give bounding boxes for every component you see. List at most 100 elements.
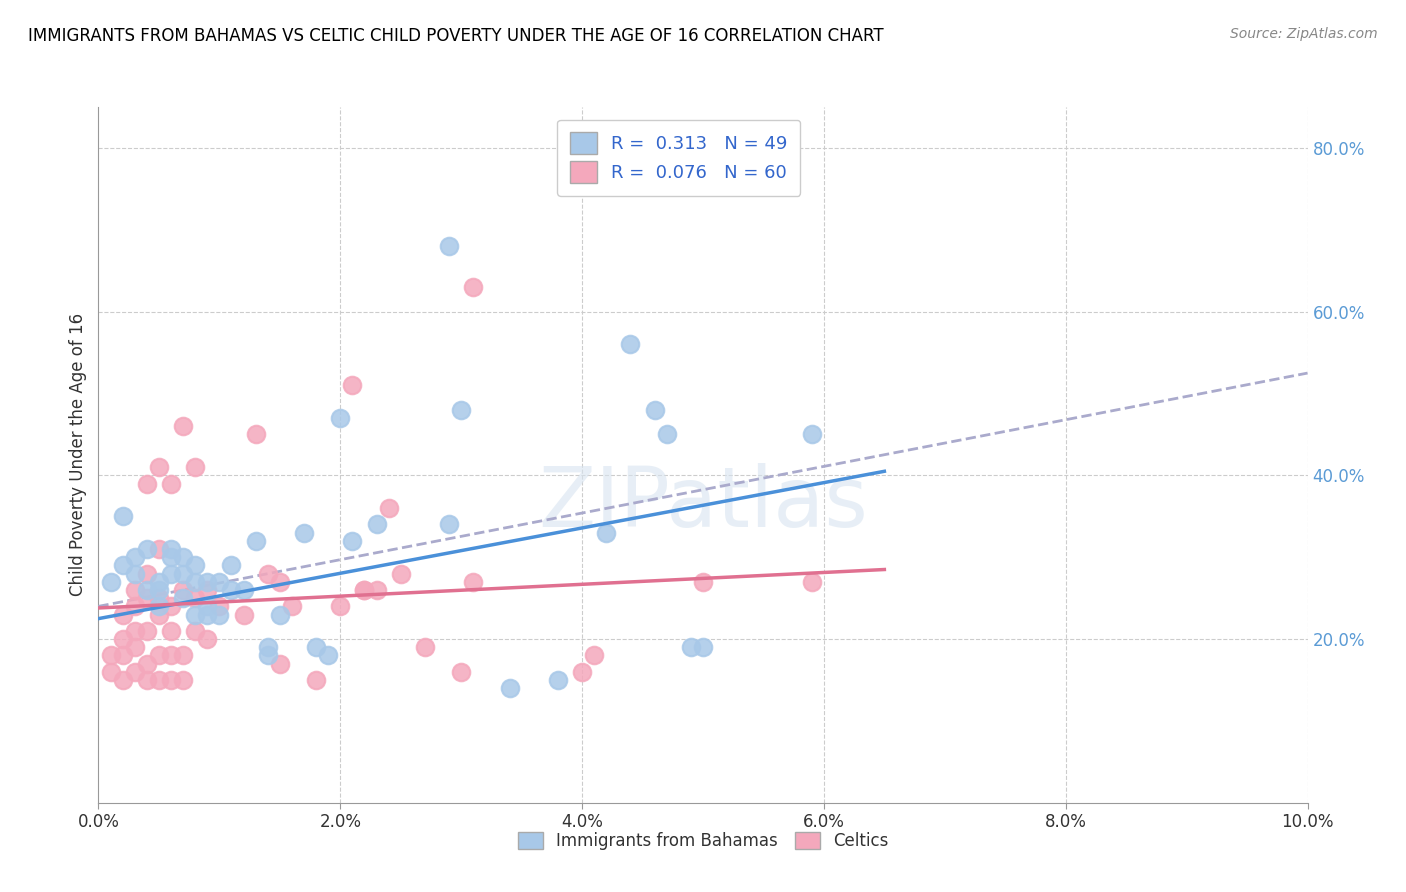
Point — [366, 517, 388, 532]
Point — [135, 476, 157, 491]
Point — [160, 648, 183, 663]
Point — [124, 550, 146, 565]
Point — [135, 657, 157, 671]
Point — [135, 566, 157, 581]
Point — [160, 550, 183, 565]
Point — [124, 640, 146, 655]
Point — [221, 582, 243, 597]
Point — [172, 582, 194, 597]
Point — [184, 558, 207, 573]
Point — [172, 419, 194, 434]
Y-axis label: Child Poverty Under the Age of 16: Child Poverty Under the Age of 16 — [69, 313, 87, 597]
Point — [342, 533, 364, 548]
Point — [305, 673, 328, 687]
Point — [800, 574, 823, 589]
Point — [148, 648, 170, 663]
Point — [221, 558, 243, 573]
Text: Source: ZipAtlas.com: Source: ZipAtlas.com — [1230, 27, 1378, 41]
Point — [124, 599, 146, 614]
Point — [256, 566, 278, 581]
Point — [281, 599, 304, 614]
Point — [692, 640, 714, 655]
Point — [463, 574, 485, 589]
Point — [619, 337, 641, 351]
Point — [100, 665, 122, 679]
Point — [184, 591, 207, 606]
Point — [172, 648, 194, 663]
Point — [463, 280, 485, 294]
Point — [583, 648, 606, 663]
Point — [100, 574, 122, 589]
Point — [329, 599, 352, 614]
Point — [644, 403, 666, 417]
Point — [316, 648, 339, 663]
Point — [111, 632, 134, 646]
Point — [172, 591, 194, 606]
Point — [195, 607, 218, 622]
Point — [184, 607, 207, 622]
Point — [160, 599, 183, 614]
Point — [655, 427, 678, 442]
Point — [135, 542, 157, 557]
Point — [342, 378, 364, 392]
Point — [232, 607, 254, 622]
Point — [195, 599, 218, 614]
Point — [256, 648, 278, 663]
Point — [148, 607, 170, 622]
Point — [124, 582, 146, 597]
Point — [111, 509, 134, 524]
Point — [135, 591, 157, 606]
Point — [413, 640, 436, 655]
Point — [184, 574, 207, 589]
Point — [172, 566, 194, 581]
Point — [148, 574, 170, 589]
Point — [571, 665, 593, 679]
Point — [232, 582, 254, 597]
Point — [184, 460, 207, 475]
Point — [124, 665, 146, 679]
Point — [148, 542, 170, 557]
Point — [269, 607, 291, 622]
Point — [148, 673, 170, 687]
Point — [450, 665, 472, 679]
Point — [437, 517, 460, 532]
Point — [100, 648, 122, 663]
Point — [148, 591, 170, 606]
Point — [692, 574, 714, 589]
Point — [377, 501, 399, 516]
Point — [111, 607, 134, 622]
Point — [148, 460, 170, 475]
Point — [366, 582, 388, 597]
Text: ZIPatlas: ZIPatlas — [538, 463, 868, 544]
Point — [679, 640, 702, 655]
Point — [172, 673, 194, 687]
Text: IMMIGRANTS FROM BAHAMAS VS CELTIC CHILD POVERTY UNDER THE AGE OF 16 CORRELATION : IMMIGRANTS FROM BAHAMAS VS CELTIC CHILD … — [28, 27, 884, 45]
Point — [292, 525, 315, 540]
Point — [353, 582, 375, 597]
Point — [245, 533, 267, 548]
Point — [245, 427, 267, 442]
Point — [111, 558, 134, 573]
Point — [148, 599, 170, 614]
Point — [389, 566, 412, 581]
Point — [353, 582, 375, 597]
Point — [148, 582, 170, 597]
Point — [135, 582, 157, 597]
Point — [208, 574, 231, 589]
Point — [111, 673, 134, 687]
Point — [547, 673, 569, 687]
Point — [329, 411, 352, 425]
Point — [172, 550, 194, 565]
Point — [111, 648, 134, 663]
Point — [124, 624, 146, 638]
Point — [160, 542, 183, 557]
Point — [498, 681, 520, 696]
Point — [450, 403, 472, 417]
Point — [184, 624, 207, 638]
Point — [800, 427, 823, 442]
Point — [595, 525, 617, 540]
Point — [160, 624, 183, 638]
Point — [160, 566, 183, 581]
Point — [195, 582, 218, 597]
Point — [135, 624, 157, 638]
